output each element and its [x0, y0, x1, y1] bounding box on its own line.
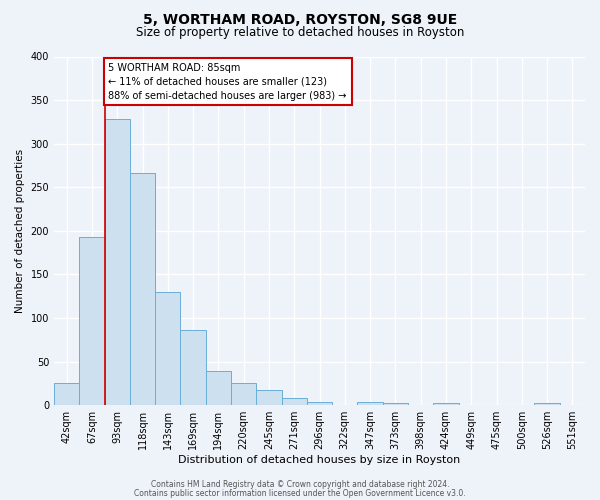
Bar — [535, 402, 560, 405]
Bar — [181, 330, 206, 405]
Bar — [130, 174, 155, 405]
Bar — [155, 292, 181, 405]
Text: Size of property relative to detached houses in Royston: Size of property relative to detached ho… — [136, 26, 464, 39]
Bar — [206, 371, 231, 405]
Bar — [307, 402, 332, 405]
Bar — [231, 382, 256, 405]
Bar — [281, 398, 307, 405]
Bar — [433, 402, 458, 405]
Y-axis label: Number of detached properties: Number of detached properties — [15, 149, 25, 313]
Text: 5, WORTHAM ROAD, ROYSTON, SG8 9UE: 5, WORTHAM ROAD, ROYSTON, SG8 9UE — [143, 12, 457, 26]
Bar — [104, 120, 130, 405]
Bar — [383, 402, 408, 405]
Text: 5 WORTHAM ROAD: 85sqm
← 11% of detached houses are smaller (123)
88% of semi-det: 5 WORTHAM ROAD: 85sqm ← 11% of detached … — [109, 62, 347, 100]
Bar — [358, 402, 383, 405]
X-axis label: Distribution of detached houses by size in Royston: Distribution of detached houses by size … — [178, 455, 461, 465]
Bar — [54, 384, 79, 405]
Text: Contains HM Land Registry data © Crown copyright and database right 2024.: Contains HM Land Registry data © Crown c… — [151, 480, 449, 489]
Text: Contains public sector information licensed under the Open Government Licence v3: Contains public sector information licen… — [134, 488, 466, 498]
Bar — [79, 237, 104, 405]
Bar — [256, 390, 281, 405]
